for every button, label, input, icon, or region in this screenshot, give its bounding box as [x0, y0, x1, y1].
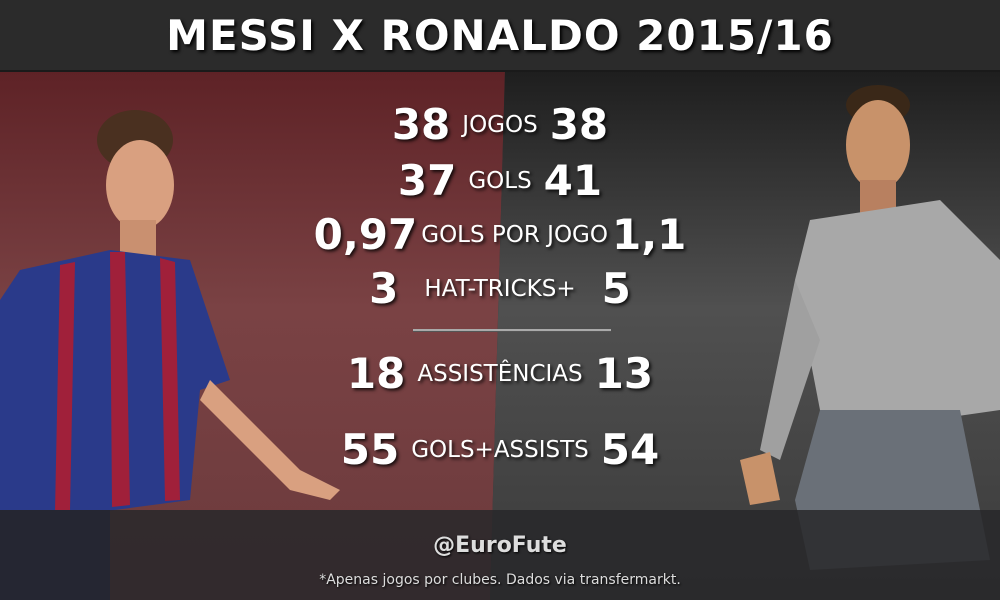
stat-label: GOLS POR JOGO: [421, 221, 608, 248]
ronaldo-value: 5: [601, 264, 631, 313]
stat-label: ASSISTÊNCIAS: [417, 360, 583, 387]
stat-row-gols-assists: 55 GOLS+ASSISTS 54: [0, 425, 1000, 474]
messi-value: 38: [391, 100, 451, 149]
messi-value: 0,97: [313, 210, 418, 259]
footer: [0, 510, 1000, 600]
stat-row-hat-tricks: 3 HAT-TRICKS+ 5: [0, 264, 1000, 313]
ronaldo-value: 38: [549, 100, 609, 149]
social-handle: @EuroFute: [433, 533, 567, 558]
page-title: MESSI X RONALDO 2015/16: [166, 10, 834, 60]
stat-row-gols: 37 GOLS 41: [0, 156, 1000, 205]
stat-row-assistencias: 18 ASSISTÊNCIAS 13: [0, 349, 1000, 398]
messi-value: 18: [346, 349, 406, 398]
stat-label: GOLS: [468, 167, 532, 194]
messi-value: 3: [369, 264, 399, 313]
ronaldo-value: 41: [543, 156, 603, 205]
ronaldo-value: 13: [594, 349, 654, 398]
ronaldo-value: 1,1: [611, 210, 687, 259]
divider: [413, 329, 611, 332]
title-bar: MESSI X RONALDO 2015/16: [0, 0, 1000, 72]
messi-value: 37: [397, 156, 457, 205]
stat-label: HAT-TRICKS+: [424, 275, 576, 302]
footnote: *Apenas jogos por clubes. Dados via tran…: [319, 572, 681, 588]
stat-row-jogos: 38 JOGOS 38: [0, 100, 1000, 149]
stat-label: JOGOS: [462, 111, 538, 138]
messi-value: 55: [340, 425, 400, 474]
stat-row-gols-por-jogo: 0,97 GOLS POR JOGO 1,1: [0, 210, 1000, 259]
ronaldo-value: 54: [600, 425, 660, 474]
stat-label: GOLS+ASSISTS: [411, 436, 589, 463]
